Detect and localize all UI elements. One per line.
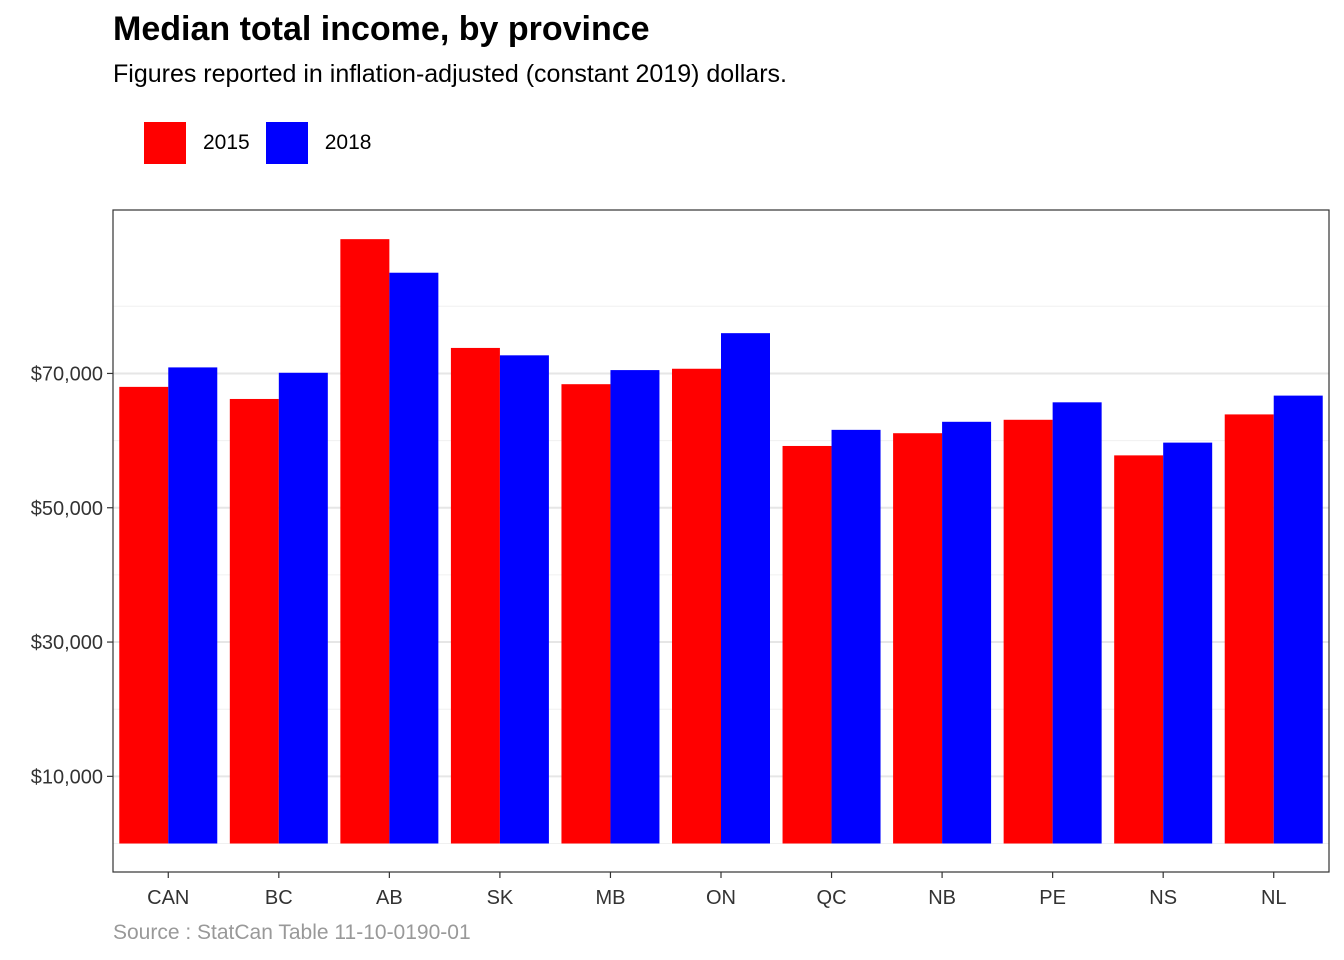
bar-NB-2018 [942, 421, 992, 844]
x-tick-label-CAN: CAN [147, 887, 189, 909]
x-tick-label-BC: BC [265, 887, 293, 909]
bar-PE-2015 [1003, 419, 1053, 844]
y-tick-label: $70,000 [31, 363, 103, 385]
legend-item-2018: 2018 [265, 122, 372, 164]
bar-BC-2015 [229, 398, 279, 844]
source-caption: Source : StatCan Table 11-10-0190-01 [113, 921, 471, 944]
x-axis: CAN BC AB SK MB ON QC NB PE NS NL [147, 872, 1287, 909]
bar-NL-2018 [1273, 395, 1323, 844]
y-tick-label: $50,000 [31, 498, 103, 520]
y-tick-label: $30,000 [31, 632, 103, 654]
bar-QC-2015 [782, 445, 832, 844]
legend-item-2015: 2015 [144, 122, 250, 164]
bar-AB-2018 [389, 272, 439, 844]
bars [119, 239, 1323, 844]
x-tick-label-NL: NL [1261, 887, 1287, 909]
bar-MB-2015 [561, 384, 611, 844]
x-tick-label-PE: PE [1039, 887, 1066, 909]
x-tick-label-QC: QC [817, 887, 847, 909]
bar-ON-2015 [672, 368, 721, 844]
bar-SK-2015 [450, 347, 500, 844]
legend-key-2018 [265, 122, 308, 164]
bar-CAN-2015 [119, 386, 169, 844]
x-tick-label-NS: NS [1149, 887, 1177, 909]
bar-SK-2018 [499, 355, 549, 844]
bar-PE-2018 [1052, 402, 1102, 844]
legend-label-2015: 2015 [203, 131, 250, 154]
y-tick-label: $10,000 [31, 766, 103, 788]
y-axis: $10,000 $30,000 $50,000 $70,000 [31, 363, 113, 788]
x-tick-label-AB: AB [376, 887, 403, 909]
bar-CAN-2018 [168, 367, 218, 844]
legend-key-2015 [144, 122, 186, 164]
legend-label-2018: 2018 [324, 131, 372, 154]
bar-BC-2018 [278, 372, 328, 844]
bar-AB-2015 [340, 239, 390, 844]
bar-MB-2018 [610, 370, 660, 844]
x-tick-label-NB: NB [928, 887, 956, 909]
x-tick-label-SK: SK [487, 887, 514, 909]
bar-NS-2015 [1114, 455, 1164, 844]
x-tick-label-ON: ON [706, 887, 736, 909]
chart-subtitle: Figures reported in inflation-adjusted (… [113, 60, 787, 88]
bar-QC-2018 [831, 429, 881, 844]
chart-title: Median total income, by province [113, 10, 650, 48]
x-tick-label-MB: MB [595, 887, 625, 909]
bar-NS-2018 [1163, 442, 1213, 844]
legend: 2015 2018 [144, 122, 387, 164]
bar-NL-2015 [1224, 414, 1274, 844]
bar-ON-2018 [721, 333, 770, 844]
bar-NB-2015 [893, 433, 943, 844]
